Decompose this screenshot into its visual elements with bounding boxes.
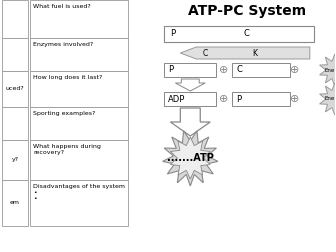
FancyBboxPatch shape: [164, 26, 314, 42]
Polygon shape: [163, 131, 218, 186]
FancyBboxPatch shape: [164, 92, 216, 106]
Text: What happens during
recovery?: What happens during recovery?: [33, 144, 101, 155]
Text: ⊕: ⊕: [290, 65, 300, 75]
Text: C: C: [236, 66, 242, 75]
Text: ⊕: ⊕: [219, 65, 229, 75]
FancyBboxPatch shape: [2, 107, 28, 140]
FancyBboxPatch shape: [30, 0, 128, 38]
Text: ADP: ADP: [168, 94, 186, 104]
Text: P: P: [168, 66, 173, 75]
Text: P: P: [236, 94, 241, 104]
Polygon shape: [170, 108, 210, 136]
FancyBboxPatch shape: [2, 180, 28, 226]
Text: ATP-PC System: ATP-PC System: [188, 4, 306, 18]
FancyBboxPatch shape: [30, 38, 128, 71]
Text: Ene: Ene: [325, 97, 335, 102]
Text: .......ATP: .......ATP: [167, 153, 214, 163]
FancyBboxPatch shape: [232, 92, 290, 106]
Text: How long does it last?: How long does it last?: [33, 75, 102, 80]
FancyBboxPatch shape: [2, 71, 28, 107]
Polygon shape: [320, 54, 336, 86]
FancyBboxPatch shape: [232, 63, 290, 77]
FancyBboxPatch shape: [30, 140, 128, 180]
Polygon shape: [175, 79, 205, 91]
Text: ⊕: ⊕: [290, 94, 300, 104]
FancyBboxPatch shape: [30, 107, 128, 140]
FancyBboxPatch shape: [2, 140, 28, 180]
Text: Enzymes involved?: Enzymes involved?: [33, 42, 93, 47]
Text: What fuel is used?: What fuel is used?: [33, 4, 91, 9]
Text: uced?: uced?: [6, 86, 24, 91]
FancyBboxPatch shape: [2, 0, 28, 38]
Polygon shape: [180, 47, 310, 59]
Text: ⊕: ⊕: [219, 94, 229, 104]
Text: C: C: [244, 29, 250, 39]
Text: K: K: [253, 48, 258, 57]
Text: Ene: Ene: [325, 68, 335, 73]
Polygon shape: [170, 137, 210, 179]
FancyBboxPatch shape: [30, 180, 128, 226]
Text: Disadvantages of the system
•
•: Disadvantages of the system • •: [33, 184, 125, 201]
Text: y?: y?: [11, 158, 18, 163]
FancyBboxPatch shape: [2, 38, 28, 71]
Text: C: C: [202, 48, 208, 57]
Text: Sporting examples?: Sporting examples?: [33, 111, 95, 116]
FancyBboxPatch shape: [164, 63, 216, 77]
Text: P: P: [170, 29, 175, 39]
Text: em: em: [10, 201, 20, 205]
FancyBboxPatch shape: [30, 71, 128, 107]
Polygon shape: [320, 83, 336, 115]
